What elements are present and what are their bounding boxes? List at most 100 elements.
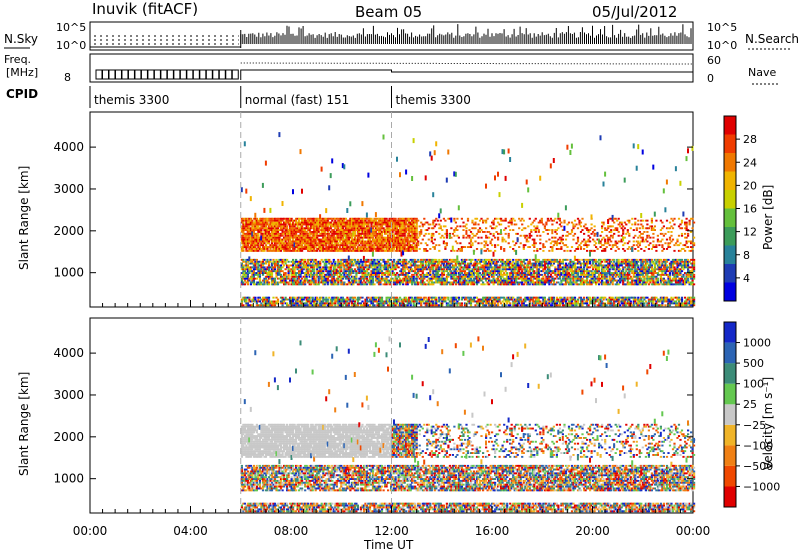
heatmap-cell bbox=[355, 274, 357, 276]
heatmap-cell bbox=[263, 304, 265, 306]
heatmap-cell bbox=[337, 283, 339, 285]
heatmap-cell bbox=[242, 259, 244, 261]
heatmap-speckle bbox=[254, 213, 256, 218]
heatmap-cell bbox=[389, 270, 391, 272]
heatmap-cell bbox=[471, 244, 473, 246]
heatmap-cell bbox=[354, 268, 356, 270]
heatmap-cell bbox=[447, 276, 449, 278]
heatmap-cell bbox=[464, 225, 466, 227]
heatmap-cell bbox=[390, 259, 392, 261]
heatmap-speckle bbox=[503, 149, 505, 154]
heatmap-cell bbox=[257, 266, 259, 268]
heatmap-cell bbox=[357, 301, 359, 303]
station-title: Inuvik (fitACF) bbox=[92, 0, 198, 18]
heatmap-cell bbox=[288, 276, 290, 278]
heatmap-speckle bbox=[450, 218, 452, 223]
heatmap-cell bbox=[340, 280, 342, 282]
heatmap-cell bbox=[517, 276, 519, 278]
heatmap-cell bbox=[440, 265, 442, 267]
heatmap-cell bbox=[242, 250, 244, 252]
heatmap-cell bbox=[432, 233, 434, 235]
heatmap-cell bbox=[294, 268, 296, 270]
heatmap-cell bbox=[503, 297, 505, 299]
heatmap-cell bbox=[383, 248, 385, 250]
heatmap-speckle bbox=[411, 176, 413, 181]
heatmap-cell bbox=[474, 304, 476, 306]
heatmap-cell bbox=[251, 261, 253, 263]
heatmap-cell bbox=[438, 233, 440, 235]
heatmap-cell bbox=[511, 224, 513, 226]
heatmap-cell bbox=[288, 261, 290, 263]
heatmap-cell bbox=[381, 235, 383, 237]
heatmap-cell bbox=[490, 225, 492, 227]
heatmap-cell bbox=[340, 266, 342, 268]
heatmap-cell bbox=[340, 270, 342, 272]
heatmap-cell bbox=[247, 265, 249, 267]
heatmap-cell bbox=[485, 220, 487, 222]
heatmap-speckle bbox=[440, 208, 442, 213]
heatmap-cell bbox=[446, 283, 448, 285]
heatmap-cell bbox=[342, 237, 344, 239]
nsky-trace-line bbox=[241, 24, 693, 44]
heatmap-cell bbox=[387, 268, 389, 270]
heatmap-cell bbox=[373, 246, 375, 248]
heatmap-speckle bbox=[508, 149, 510, 154]
heatmap-cell bbox=[334, 220, 336, 222]
heatmap-cell bbox=[455, 268, 457, 270]
heatmap-cell bbox=[352, 283, 354, 285]
heatmap-cell bbox=[499, 268, 501, 270]
heatmap-cell bbox=[301, 225, 303, 227]
heatmap-cell bbox=[395, 274, 397, 276]
heatmap-cell bbox=[379, 229, 381, 231]
heatmap-cell bbox=[417, 241, 419, 243]
heatmap-cell bbox=[485, 280, 487, 282]
heatmap-cell bbox=[383, 259, 385, 261]
heatmap-cell bbox=[343, 266, 345, 268]
heatmap-cell bbox=[512, 218, 514, 220]
heatmap-cell bbox=[465, 280, 467, 282]
heatmap-speckle bbox=[372, 252, 374, 257]
freq-step-mark bbox=[115, 70, 121, 79]
heatmap-cell bbox=[396, 227, 398, 229]
heatmap-cell bbox=[361, 282, 363, 284]
heatmap-cell bbox=[266, 248, 268, 250]
heatmap-cell bbox=[514, 302, 516, 304]
heatmap-cell bbox=[282, 263, 284, 265]
heatmap-cell bbox=[319, 261, 321, 263]
heatmap-cell bbox=[318, 283, 320, 285]
heatmap-cell bbox=[411, 244, 413, 246]
heatmap-cell bbox=[316, 274, 318, 276]
heatmap-cell bbox=[476, 248, 478, 250]
heatmap-cell bbox=[471, 259, 473, 261]
heatmap-cell bbox=[334, 266, 336, 268]
freq-step-mark bbox=[148, 70, 154, 79]
heatmap-cell bbox=[288, 278, 290, 280]
heatmap-cell bbox=[410, 302, 412, 304]
heatmap-cell bbox=[340, 261, 342, 263]
heatmap-cell bbox=[288, 274, 290, 276]
heatmap-cell bbox=[438, 244, 440, 246]
heatmap-cell bbox=[413, 302, 415, 304]
heatmap-cell bbox=[414, 304, 416, 306]
heatmap-speckle bbox=[465, 230, 467, 235]
heatmap-cell bbox=[471, 220, 473, 222]
heatmap-cell bbox=[435, 231, 437, 233]
heatmap-cell bbox=[471, 237, 473, 239]
heatmap-cell bbox=[446, 244, 448, 246]
heatmap-cell bbox=[474, 227, 476, 229]
heatmap-cell bbox=[325, 244, 327, 246]
heatmap-cell bbox=[381, 225, 383, 227]
heatmap-cell bbox=[245, 248, 247, 250]
heatmap-cell bbox=[318, 231, 320, 233]
heatmap-cell bbox=[435, 218, 437, 220]
heatmap-cell bbox=[355, 244, 357, 246]
heatmap-cell bbox=[288, 272, 290, 274]
freq-step-mark bbox=[161, 70, 167, 79]
heatmap-cell bbox=[330, 266, 332, 268]
heatmap-cell bbox=[294, 297, 296, 299]
heatmap-cell bbox=[461, 302, 463, 304]
cpid-segment-label: themis 3300 bbox=[396, 93, 471, 107]
heatmap-cell bbox=[386, 302, 388, 304]
heatmap-cell bbox=[306, 276, 308, 278]
